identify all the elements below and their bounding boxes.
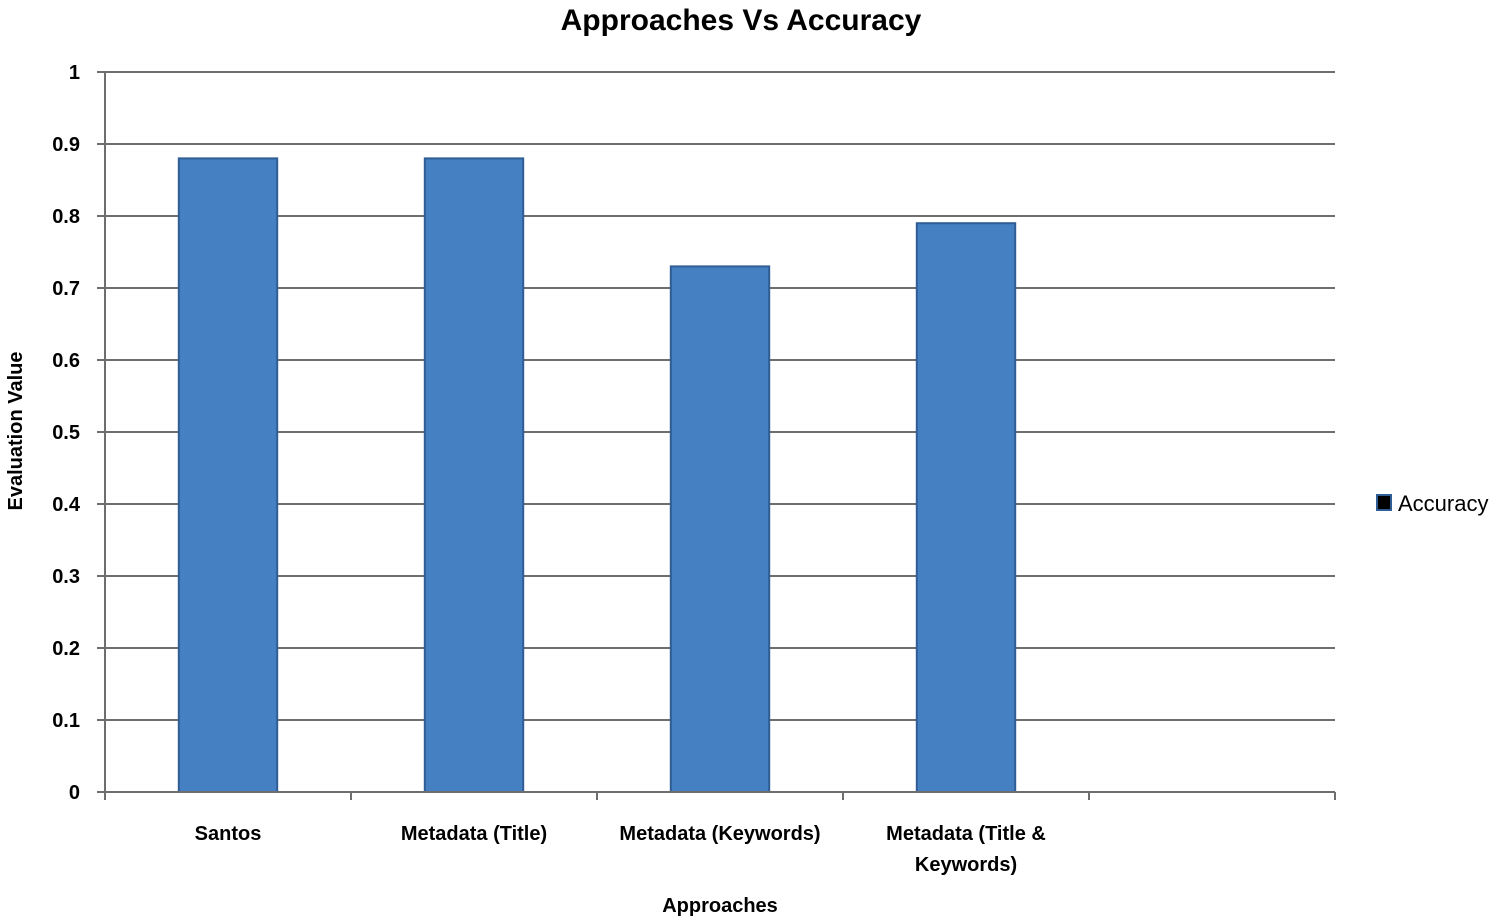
y-tick-label: 0.4 — [52, 494, 81, 516]
legend-label-accuracy: Accuracy — [1398, 491, 1488, 516]
y-axis-title: Evaluation Value — [5, 352, 27, 511]
x-axis — [104, 791, 1336, 800]
x-category-label: Santos — [195, 823, 262, 845]
bars — [177, 157, 1017, 793]
y-tick-label: 0 — [69, 782, 80, 804]
bar-3 — [669, 265, 771, 793]
y-tick-labels: 0 0.1 0.2 0.3 0.4 0.5 0.6 0.7 0.8 0.9 1 — [52, 62, 81, 804]
bar-1 — [177, 157, 279, 793]
x-category-label: Metadata (Title) — [401, 823, 547, 845]
y-tick-label: 0.8 — [52, 206, 80, 228]
y-tick-label: 0.2 — [52, 638, 80, 660]
x-category-label: Metadata (Title & — [886, 823, 1046, 845]
bar-2 — [423, 157, 525, 793]
y-tick-label: 0.9 — [52, 134, 80, 156]
y-tick-label: 1 — [69, 62, 80, 84]
x-category-labels: Santos Metadata (Title) Metadata (Keywords… — [195, 823, 1046, 876]
y-tick-label: 0.1 — [52, 710, 80, 732]
x-category-label: Keywords) — [915, 854, 1017, 876]
y-tick-label: 0.3 — [52, 566, 80, 588]
chart-title: Approaches Vs Accuracy — [561, 4, 922, 37]
y-tick-label: 0.6 — [52, 350, 80, 372]
bar-4 — [915, 222, 1017, 793]
y-tick-label: 0.5 — [52, 422, 80, 444]
legend-swatch-accuracy — [1376, 494, 1392, 511]
x-axis-title: Approaches — [662, 895, 778, 917]
y-tick-label: 0.7 — [52, 278, 80, 300]
x-category-label: Metadata (Keywords) — [619, 823, 820, 845]
legend: Accuracy — [1376, 491, 1488, 516]
